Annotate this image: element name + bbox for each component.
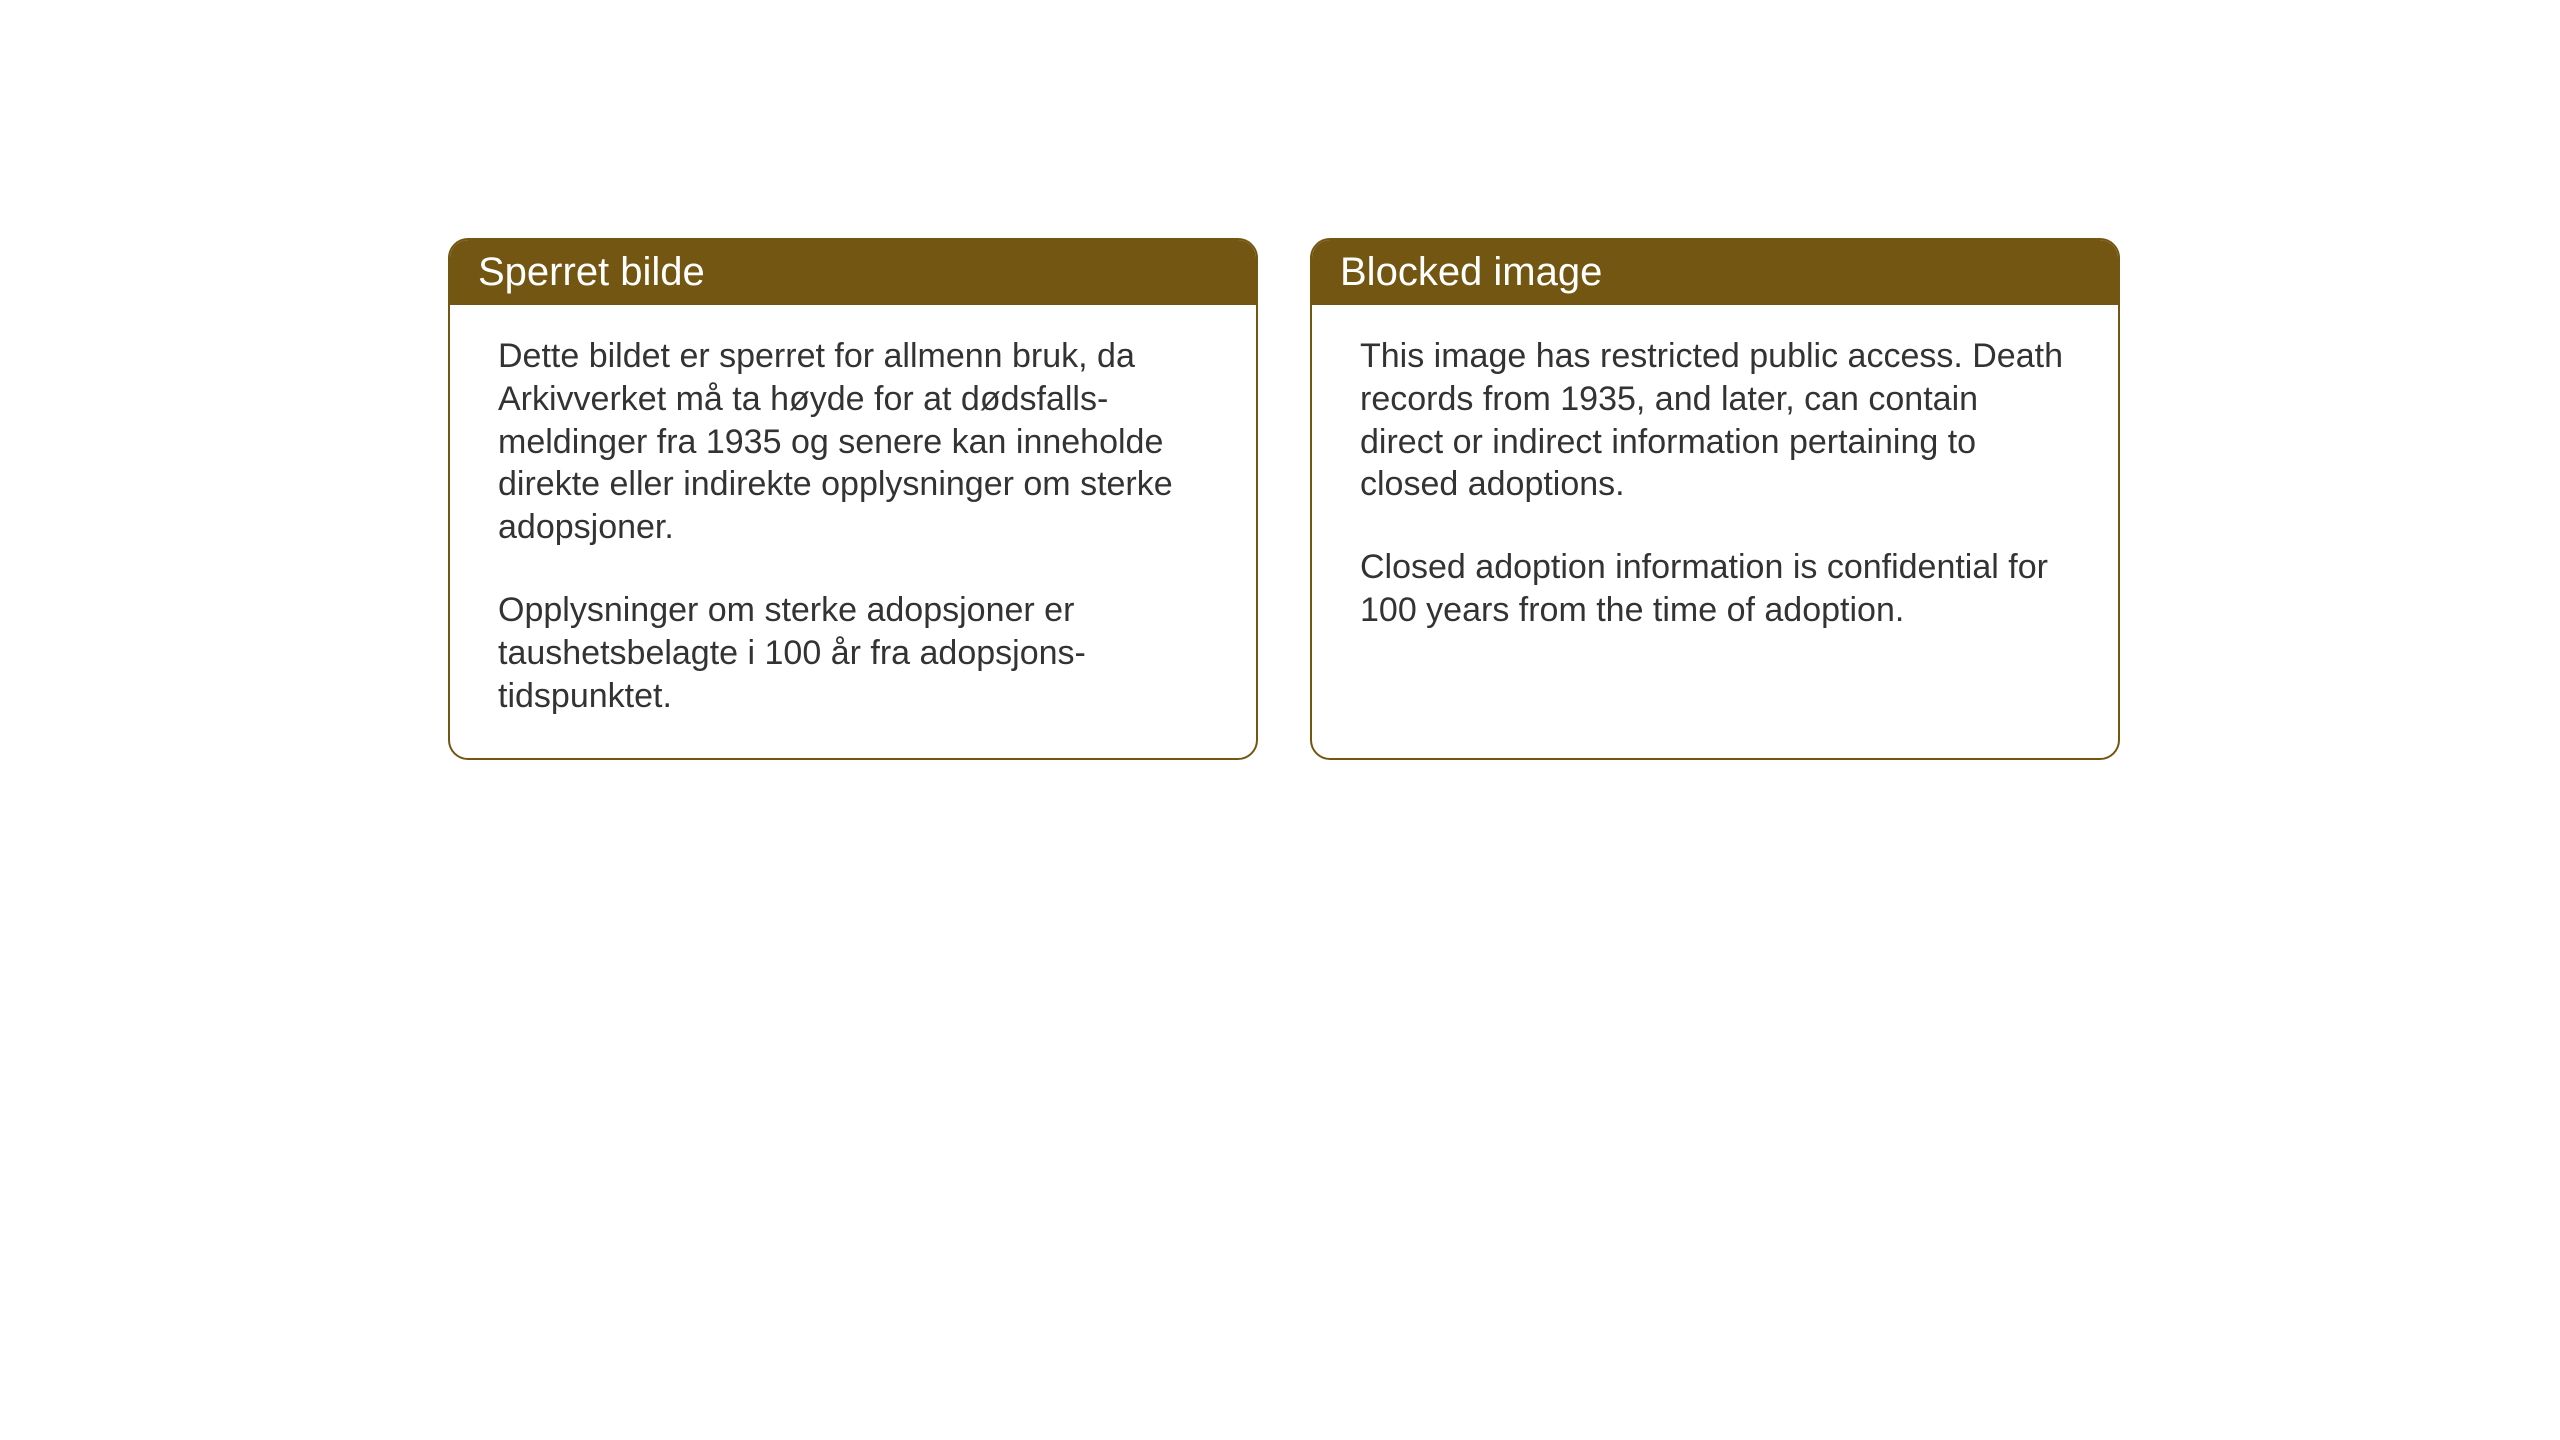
notice-paragraph: Closed adoption information is confident… <box>1360 546 2070 632</box>
notice-paragraph: Dette bildet er sperret for allmenn bruk… <box>498 335 1208 549</box>
card-body-english: This image has restricted public access.… <box>1312 305 2118 672</box>
notice-container: Sperret bilde Dette bildet er sperret fo… <box>448 238 2120 760</box>
card-body-norwegian: Dette bildet er sperret for allmenn bruk… <box>450 305 1256 758</box>
card-header-norwegian: Sperret bilde <box>450 240 1256 305</box>
notice-paragraph: Opplysninger om sterke adopsjoner er tau… <box>498 589 1208 717</box>
notice-card-english: Blocked image This image has restricted … <box>1310 238 2120 760</box>
notice-paragraph: This image has restricted public access.… <box>1360 335 2070 506</box>
notice-card-norwegian: Sperret bilde Dette bildet er sperret fo… <box>448 238 1258 760</box>
card-header-english: Blocked image <box>1312 240 2118 305</box>
